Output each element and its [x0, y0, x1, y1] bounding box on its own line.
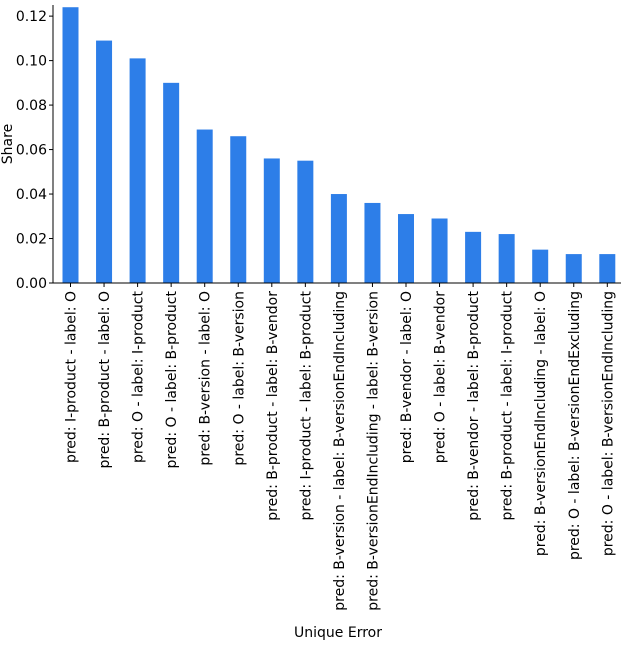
- y-tick-label: 0.04: [16, 187, 47, 203]
- bar: [62, 7, 79, 283]
- bar: [431, 218, 448, 283]
- x-ticks: pred: I-product - label: O pred: B-produc…: [64, 283, 616, 611]
- bar: [532, 249, 549, 283]
- bar: [330, 194, 347, 283]
- bar: [263, 158, 280, 283]
- x-tick-label: pred: I-product - label: B-product: [298, 290, 314, 520]
- y-tick-label: 0.10: [16, 54, 47, 70]
- bar: [364, 202, 381, 283]
- y-tick-label: 0.12: [16, 9, 47, 25]
- bar: [196, 129, 213, 283]
- x-tick-label: pred: O - label: B-product: [164, 291, 180, 469]
- x-tick-label: pred: B-vendor - label: B-product: [466, 290, 482, 520]
- x-tick-label: pred: B-versionEndIncluding - label: B-v…: [365, 291, 381, 611]
- bar: [599, 254, 616, 283]
- y-tick-label: 0.06: [16, 143, 47, 159]
- x-tick-label: pred: B-version - label: O: [198, 291, 214, 466]
- x-tick-label: pred: B-version - label: B-versionEndInc…: [332, 291, 348, 611]
- x-tick-label: pred: B-product - label: B-vendor: [265, 291, 281, 521]
- x-tick-label: pred: O - label: B-versionEndExcluding: [567, 291, 583, 560]
- x-tick-label: pred: O - label: I-product: [131, 290, 147, 463]
- bars-layer: [62, 7, 616, 283]
- x-tick-label: pred: O - label: B-vendor: [433, 291, 449, 464]
- bar: [498, 234, 515, 283]
- bar: [230, 136, 247, 283]
- bar: [297, 160, 314, 283]
- axes-layer: [52, 5, 621, 284]
- y-tick-label: 0.08: [16, 98, 47, 114]
- bar: [96, 40, 113, 283]
- y-ticks: 0.00 0.02 0.04 0.06 0.08 0.10 0.12: [16, 9, 53, 292]
- bar: [163, 82, 180, 283]
- bar: [398, 214, 414, 283]
- bar: [129, 58, 146, 283]
- x-tick-label: pred: B-product - label: I-product: [500, 290, 516, 520]
- x-axis-title: Unique Error: [294, 625, 382, 641]
- x-tick-label: pred: B-product - label: O: [97, 291, 113, 469]
- y-tick-label: 0.02: [16, 232, 47, 248]
- y-axis-title: Share: [0, 124, 16, 164]
- x-tick-label: pred: I-product - label: O: [64, 291, 80, 463]
- x-tick-label: pred: B-versionEndIncluding - label: O: [533, 291, 549, 556]
- bar: [465, 231, 482, 283]
- x-tick-label: pred: B-vendor - label: O: [399, 291, 415, 463]
- x-tick-label: pred: O - label: B-version: [231, 291, 247, 466]
- bar: [565, 254, 582, 283]
- x-tick-label: pred: O - label: B-versionEndIncluding: [600, 291, 616, 556]
- y-tick-label: 0.00: [16, 276, 47, 292]
